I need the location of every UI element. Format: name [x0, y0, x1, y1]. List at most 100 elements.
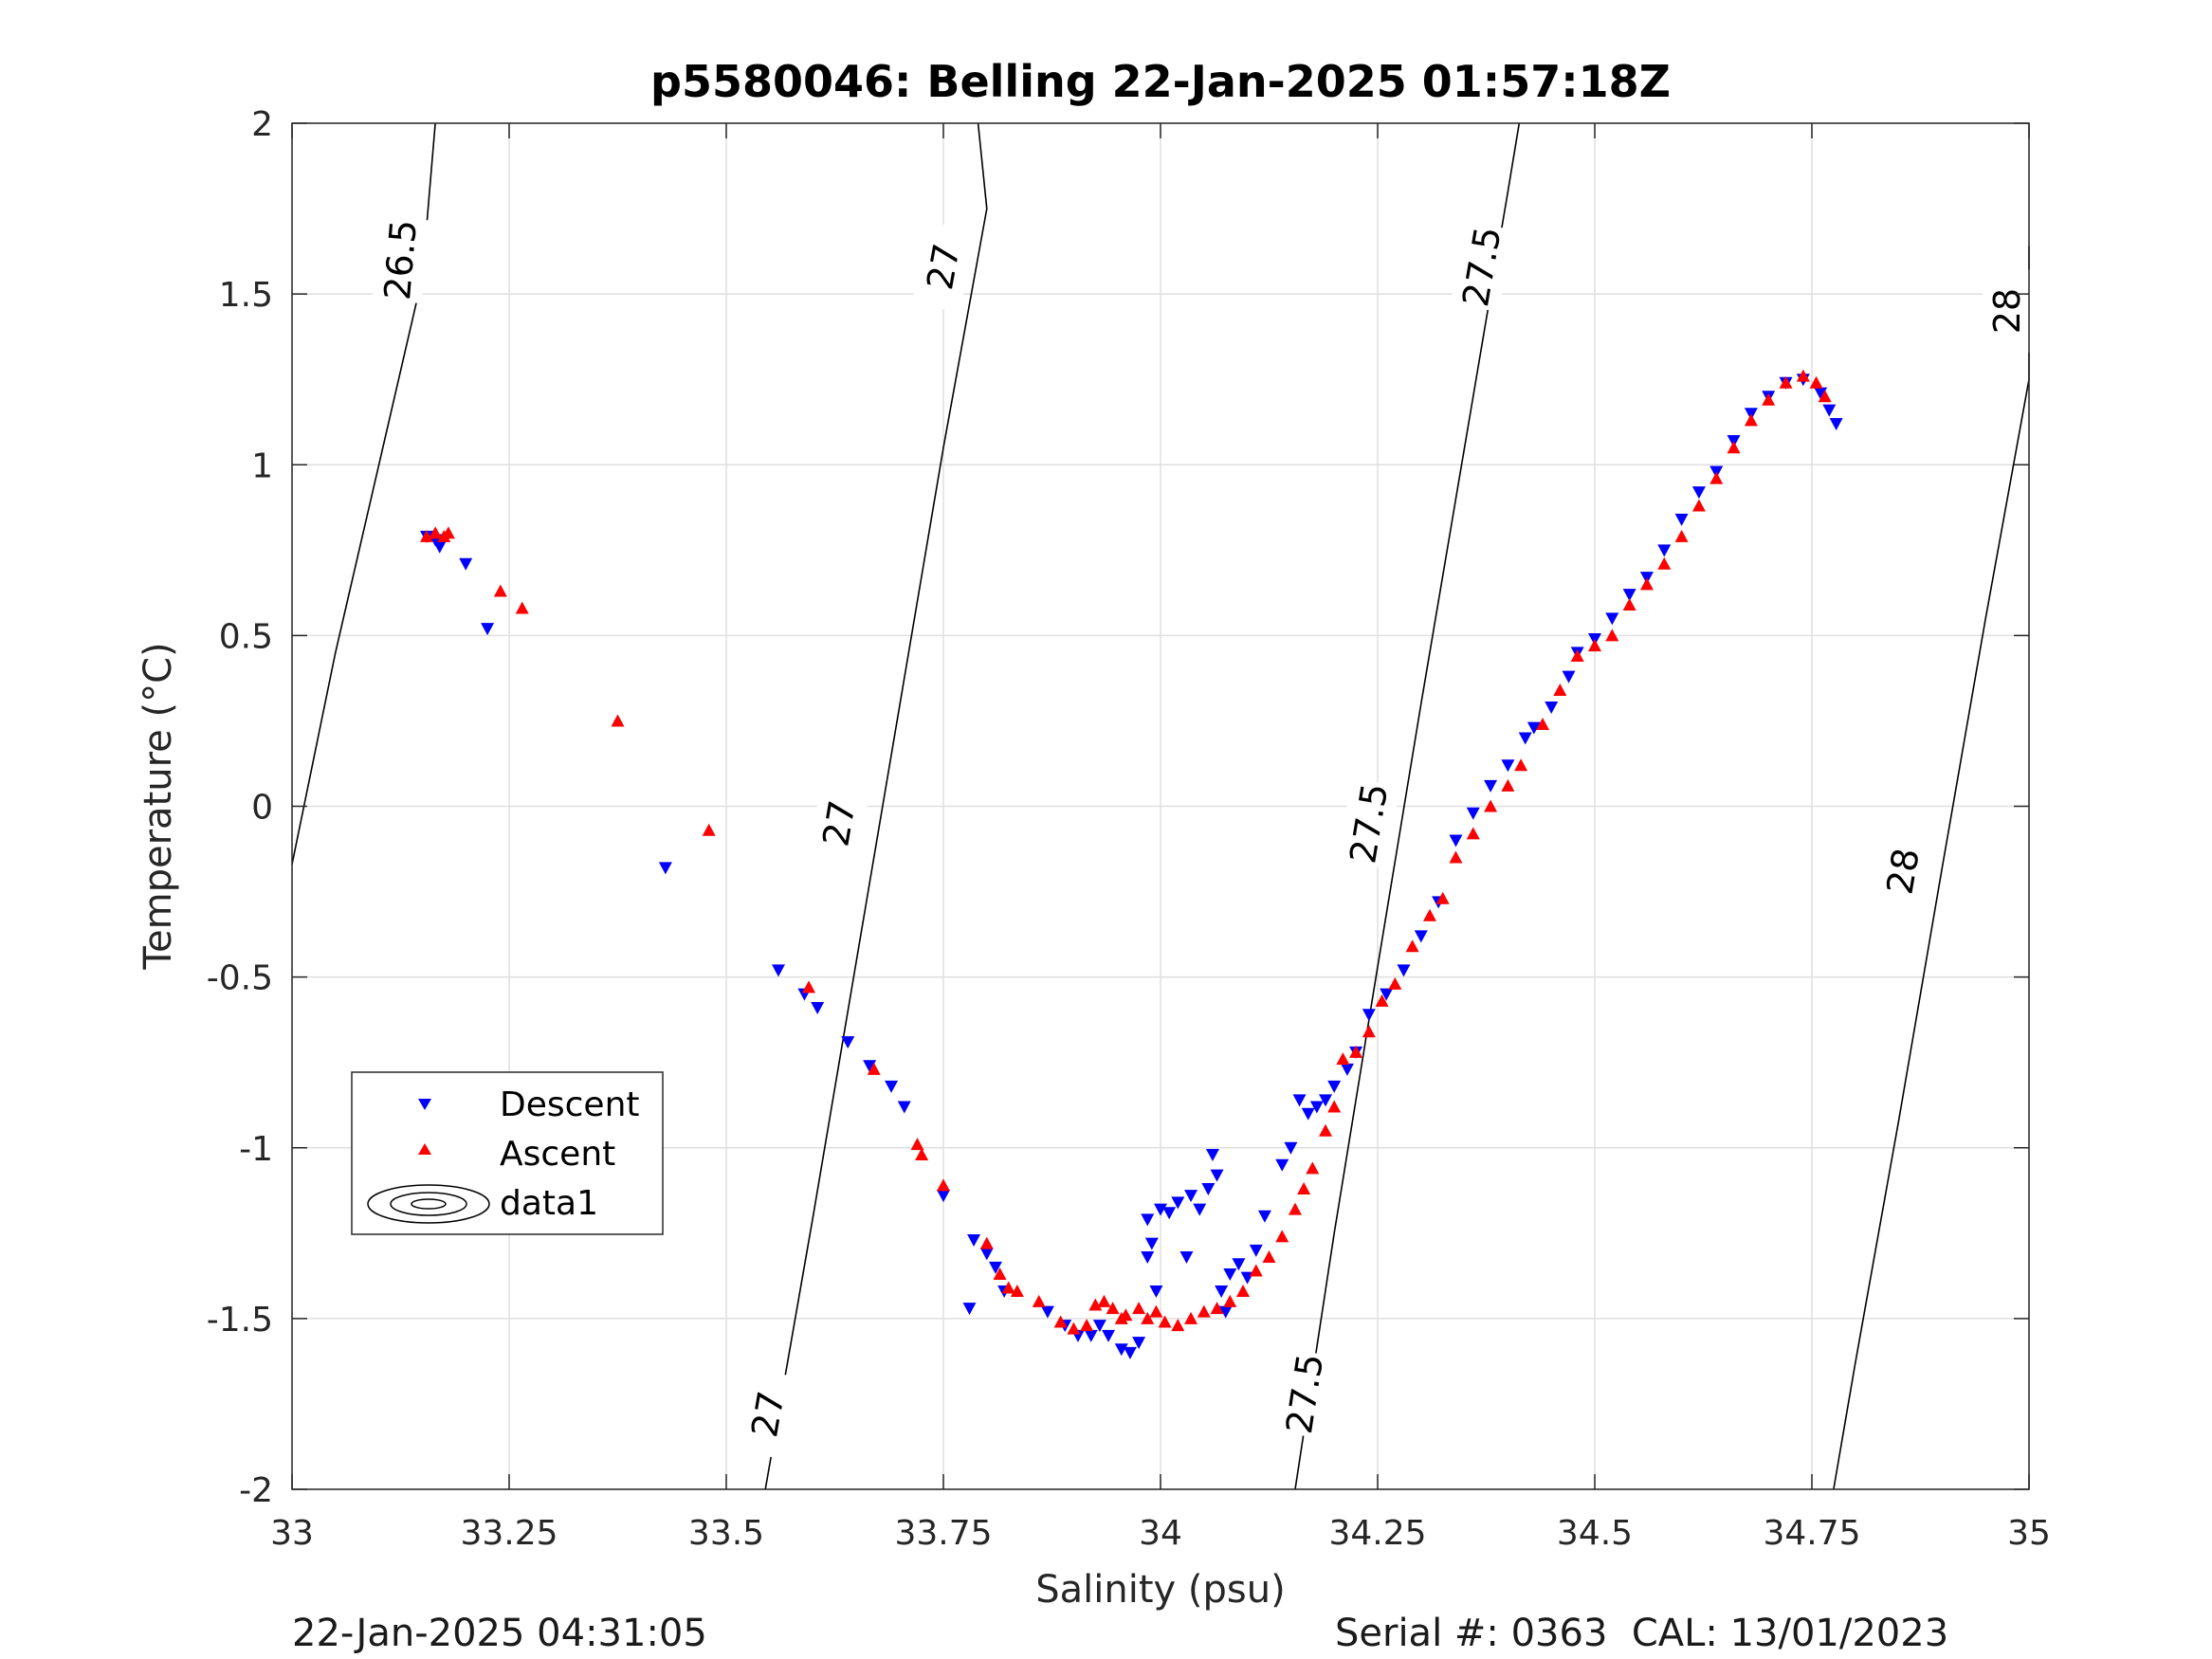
ascent-point: [1297, 1181, 1311, 1194]
ascent-point: [1249, 1264, 1263, 1277]
descent-point: [1501, 759, 1515, 773]
footer-serial-cal: Serial #: 0363 CAL: 13/01/2023: [1335, 1612, 1949, 1655]
ascent-point: [1605, 629, 1619, 642]
legend-descent-label: Descent: [500, 1085, 640, 1124]
y-tick-label: -1: [239, 1130, 273, 1169]
ascent-point: [1796, 369, 1810, 382]
ascent-point: [1639, 577, 1654, 591]
ascent-point: [1405, 939, 1419, 953]
descent-point: [1123, 1346, 1137, 1359]
ascent-point: [1388, 976, 1402, 990]
descent-point: [1466, 807, 1480, 820]
descent-point: [1301, 1107, 1315, 1121]
ascent-point: [429, 526, 443, 539]
descent-point: [459, 557, 473, 571]
legend-ascent-label: Ascent: [500, 1135, 615, 1174]
descent-point: [1210, 1169, 1224, 1182]
y-tick-label: -0.5: [207, 959, 273, 998]
descent-point: [1309, 1101, 1324, 1114]
ascent-point: [1709, 471, 1724, 484]
descent-point: [1526, 721, 1541, 735]
ascent-point: [1484, 799, 1498, 812]
ascent-point: [1435, 891, 1450, 904]
descent-point: [1162, 1207, 1177, 1220]
contour-label-bg: [1983, 269, 2033, 354]
ascent-point: [1319, 1123, 1333, 1137]
contour-27: [764, 122, 988, 1490]
y-tick-label: -1.5: [207, 1301, 273, 1340]
y-tick-label: 1: [251, 447, 273, 485]
legend-box: [351, 1071, 664, 1235]
descent-point: [1362, 1009, 1376, 1022]
ascent-point: [1327, 1100, 1342, 1113]
descent-point: [1484, 779, 1498, 793]
descent-point: [1040, 1305, 1054, 1319]
descent-point: [1327, 1080, 1342, 1093]
x-tick-label: 33.25: [460, 1514, 558, 1553]
descent-point: [1215, 1285, 1229, 1299]
ascent-point: [1223, 1294, 1237, 1307]
contour-label: 27: [743, 1388, 793, 1440]
ascent-point: [1691, 499, 1706, 512]
descent-point: [1622, 589, 1636, 602]
ascent-point: [1067, 1322, 1081, 1335]
ascent-point: [1210, 1302, 1224, 1315]
descent-point: [1822, 404, 1837, 417]
ascent-point: [1536, 718, 1550, 731]
ascent-point: [1657, 556, 1672, 570]
x-tick-label: 34.5: [1557, 1514, 1633, 1553]
legend: Descent Ascent data1: [351, 1071, 664, 1235]
ascent-point: [1818, 390, 1832, 403]
ascent-point: [611, 714, 625, 727]
ascent-point: [1588, 639, 1601, 652]
descent-point: [1132, 1337, 1146, 1350]
descent-point: [1814, 387, 1828, 400]
data-points: [419, 369, 1843, 1359]
x-tick-label: 35: [2007, 1514, 2051, 1553]
y-tick-label: -2: [239, 1471, 273, 1510]
descent-point: [1084, 1329, 1098, 1342]
ascent-point: [1106, 1302, 1120, 1315]
ascent-point: [1744, 413, 1758, 427]
chart-title: p5580046: Belling 22-Jan-2025 01:57:18Z: [650, 56, 1671, 107]
descent-point: [1184, 1190, 1198, 1203]
contour-label-bg: [1273, 1348, 1336, 1439]
descent-point: [1691, 486, 1706, 500]
descent-point: [1223, 1268, 1237, 1282]
ascent-point: [1032, 1294, 1046, 1307]
ascent-point: [1570, 648, 1584, 662]
ascent-point: [1727, 441, 1741, 454]
legend-contour-icon: [367, 1184, 490, 1224]
ascent-point: [1080, 1319, 1094, 1332]
ascent-point: [910, 1138, 924, 1151]
descent-point: [1829, 418, 1843, 431]
ascent-point: [1422, 908, 1436, 921]
ascent-point: [1466, 827, 1480, 840]
descent-point: [1149, 1285, 1163, 1299]
ascent-point: [493, 584, 507, 597]
ascent-point: [1349, 1045, 1363, 1058]
ascent-point: [979, 1236, 994, 1249]
ascent-point: [515, 601, 529, 614]
x-tick-label: 33.5: [688, 1514, 764, 1553]
descent-point: [1605, 612, 1619, 626]
descent-point: [1193, 1203, 1207, 1216]
contour-label: 28: [1986, 288, 2028, 334]
descent-point: [1397, 964, 1411, 977]
ascent-point: [1306, 1161, 1320, 1175]
ascent-point: [441, 526, 455, 539]
ascent-point: [1622, 597, 1636, 611]
ascent-point: [937, 1178, 950, 1192]
descent-point: [1449, 834, 1463, 848]
descent-point: [1201, 1182, 1216, 1195]
ascent-point: [867, 1062, 881, 1075]
contour-label-bg: [1450, 221, 1513, 313]
descent-point: [1232, 1258, 1246, 1271]
ascent-point: [1779, 375, 1793, 389]
legend-ascent-marker: [418, 1143, 431, 1155]
descent-point: [658, 862, 672, 875]
descent-point: [1218, 1305, 1233, 1319]
descent-point: [1205, 1148, 1219, 1161]
contour-label-bg: [808, 777, 871, 869]
y-tick-label: 2: [251, 105, 273, 144]
